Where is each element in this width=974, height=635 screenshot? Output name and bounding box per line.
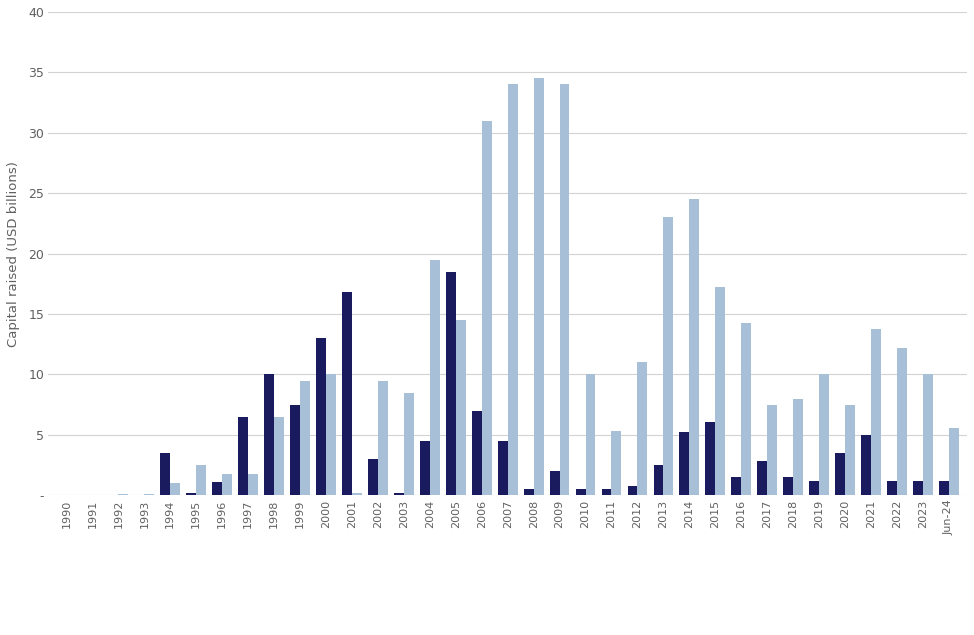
Bar xyxy=(680,432,690,495)
Bar xyxy=(663,217,673,495)
Bar xyxy=(637,363,648,495)
Bar xyxy=(602,489,612,495)
Bar xyxy=(845,404,855,495)
Bar xyxy=(654,465,663,495)
Bar xyxy=(471,411,482,495)
Bar xyxy=(144,494,154,495)
Bar xyxy=(196,465,206,495)
Bar xyxy=(887,481,897,495)
Bar xyxy=(342,292,352,495)
Bar xyxy=(394,493,404,495)
Y-axis label: Capital raised (USD billions): Capital raised (USD billions) xyxy=(7,161,19,347)
Bar xyxy=(897,348,907,495)
Bar xyxy=(560,84,570,495)
Bar xyxy=(404,392,414,495)
Bar xyxy=(326,375,336,495)
Bar xyxy=(274,417,284,495)
Bar xyxy=(317,338,326,495)
Bar xyxy=(809,481,819,495)
Bar xyxy=(456,320,466,495)
Bar xyxy=(524,489,534,495)
Bar xyxy=(507,84,517,495)
Bar xyxy=(758,462,768,495)
Bar xyxy=(498,441,507,495)
Bar xyxy=(768,404,777,495)
Bar xyxy=(119,494,129,495)
Bar xyxy=(939,481,949,495)
Bar xyxy=(705,422,715,495)
Bar xyxy=(264,375,274,495)
Bar xyxy=(690,199,699,495)
Bar xyxy=(420,441,430,495)
Bar xyxy=(741,323,751,495)
Bar xyxy=(576,489,585,495)
Bar xyxy=(212,482,222,495)
Bar xyxy=(239,417,248,495)
Bar xyxy=(430,260,439,495)
Bar xyxy=(378,380,388,495)
Bar xyxy=(836,453,845,495)
Bar xyxy=(819,375,829,495)
Bar xyxy=(549,471,560,495)
Bar xyxy=(861,435,871,495)
Bar xyxy=(248,474,258,495)
Bar xyxy=(793,399,803,495)
Bar xyxy=(161,453,170,495)
Bar xyxy=(715,288,726,495)
Bar xyxy=(482,121,492,495)
Bar xyxy=(871,328,880,495)
Bar xyxy=(783,477,793,495)
Bar xyxy=(534,78,543,495)
Bar xyxy=(186,493,196,495)
Bar xyxy=(300,380,310,495)
Bar xyxy=(222,474,232,495)
Bar xyxy=(170,483,180,495)
Bar xyxy=(368,459,378,495)
Bar xyxy=(913,481,923,495)
Bar xyxy=(949,427,958,495)
Bar xyxy=(290,404,300,495)
Bar xyxy=(352,493,361,495)
Bar xyxy=(585,375,595,495)
Bar xyxy=(923,375,933,495)
Bar xyxy=(612,431,621,495)
Bar xyxy=(731,477,741,495)
Bar xyxy=(446,272,456,495)
Bar xyxy=(627,486,637,495)
